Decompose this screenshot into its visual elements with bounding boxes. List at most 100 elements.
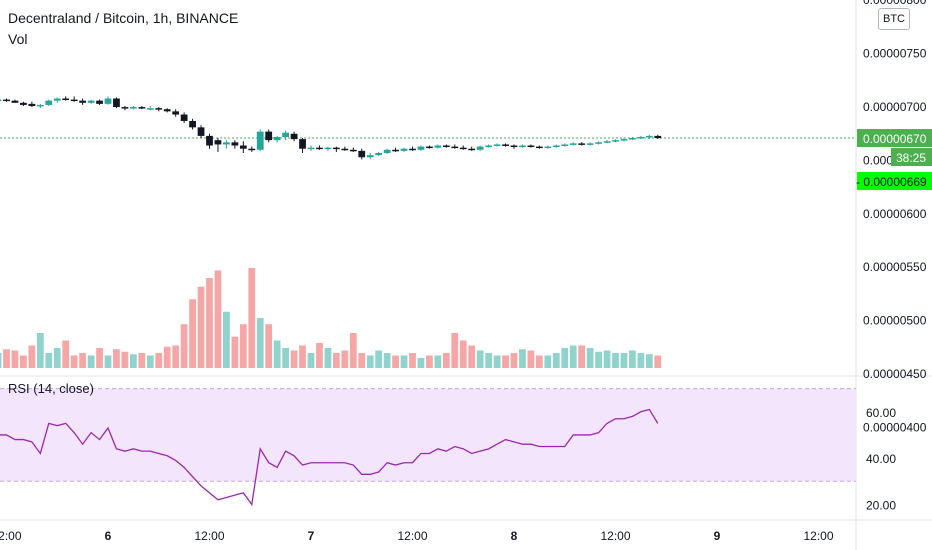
volume-bar [629,350,636,368]
volume-bar [172,345,180,368]
time-tick-label: 12:00 [600,529,630,543]
volume-bar [36,333,44,368]
candle-body [442,145,450,148]
volume-bar [256,318,264,368]
volume-bar [231,336,239,368]
candle-body [79,100,87,103]
candle-body [3,99,10,102]
chart-title: Decentraland / Bitcoin, 1h, BINANCE [8,10,239,26]
candle-body [349,149,357,152]
volume-bar [45,353,53,368]
volume-bar [324,348,332,368]
candle-body [552,145,560,148]
candle-body [409,148,416,151]
volume-bar [265,324,273,368]
volume-bar [138,353,146,368]
bid-label-bg [857,172,932,191]
volume-bar [493,355,501,368]
volume-bar [400,355,408,368]
candle-body [375,152,383,156]
volume-bar [214,270,222,368]
candle-body [307,147,315,150]
volume-bar [180,324,188,368]
time-tick-label: 12:00 [397,529,427,543]
volume-bar [282,348,290,368]
candle-body [138,107,146,109]
volume-bar [417,358,425,368]
candle-body [146,108,154,110]
volume-bar [383,353,391,368]
volume-bar [654,355,662,368]
volume-bar [11,350,19,368]
volume-bar [163,346,171,368]
candle-body [36,104,44,107]
rsi-line [0,408,659,507]
volume-bar [20,355,27,368]
volume-bar [366,355,374,368]
volume-bar [468,345,476,368]
price-tick-label: 0.00000800 [863,0,927,7]
candle-body [248,148,256,151]
candle-body [163,109,171,112]
volume-bar [451,333,459,368]
volume-bar [79,353,87,368]
candle-body [468,148,476,151]
volume-bar [341,350,349,368]
volume-bar [104,355,112,368]
volume-bar [70,355,78,368]
volume-bar [273,340,281,368]
volume-bar [476,350,484,368]
volume-bar [392,355,399,368]
volume-bar [510,353,518,368]
time-tick-label: 12:00 [0,529,22,543]
candle-body [578,143,586,145]
candle-body [265,131,273,141]
candle-body [324,147,332,150]
time-tick-label: 6 [105,529,112,543]
candle-body [417,146,425,150]
candle-body [290,133,298,140]
candle-body [459,147,467,150]
candle-body [493,144,501,146]
volume-bar [595,351,602,368]
candle-body [155,108,163,110]
currency-button[interactable]: BTC [878,8,910,30]
volume-bar [426,355,433,368]
candle-body [87,100,95,103]
price-tick-label: 0.00000600 [863,207,927,221]
volume-bar [586,348,594,368]
candle-body [400,148,408,151]
candle-body [612,140,619,142]
volume-bar [3,349,10,368]
candle-body [0,99,2,102]
volume-legend: Vol [8,31,28,47]
volume-bar [129,354,137,368]
candle-body [104,98,112,104]
volume-bar [552,353,560,368]
candle-body [434,145,442,148]
candle-body [341,148,349,151]
volume-bar [569,345,577,368]
rsi-band [0,388,856,482]
price-tick-label: 0.00000750 [863,47,927,61]
candle-body [527,145,535,148]
candle-body [121,107,129,109]
volume-bar [316,343,323,368]
candle-body [96,100,103,104]
volume-bar [239,324,247,368]
bid-label: - 0.00000669 [856,175,927,189]
candle-body [20,102,27,105]
volume-bar [358,353,366,368]
candle-body [654,135,662,139]
candle-body [113,98,120,108]
candle-body [595,142,602,144]
candle-body [510,145,518,148]
volume-bar [0,353,2,368]
volume-bar [502,355,509,368]
candle-body [603,141,611,143]
volume-bar [62,340,70,368]
candle-body [172,111,180,115]
volume-bar [645,354,653,368]
candle-body [637,136,645,139]
